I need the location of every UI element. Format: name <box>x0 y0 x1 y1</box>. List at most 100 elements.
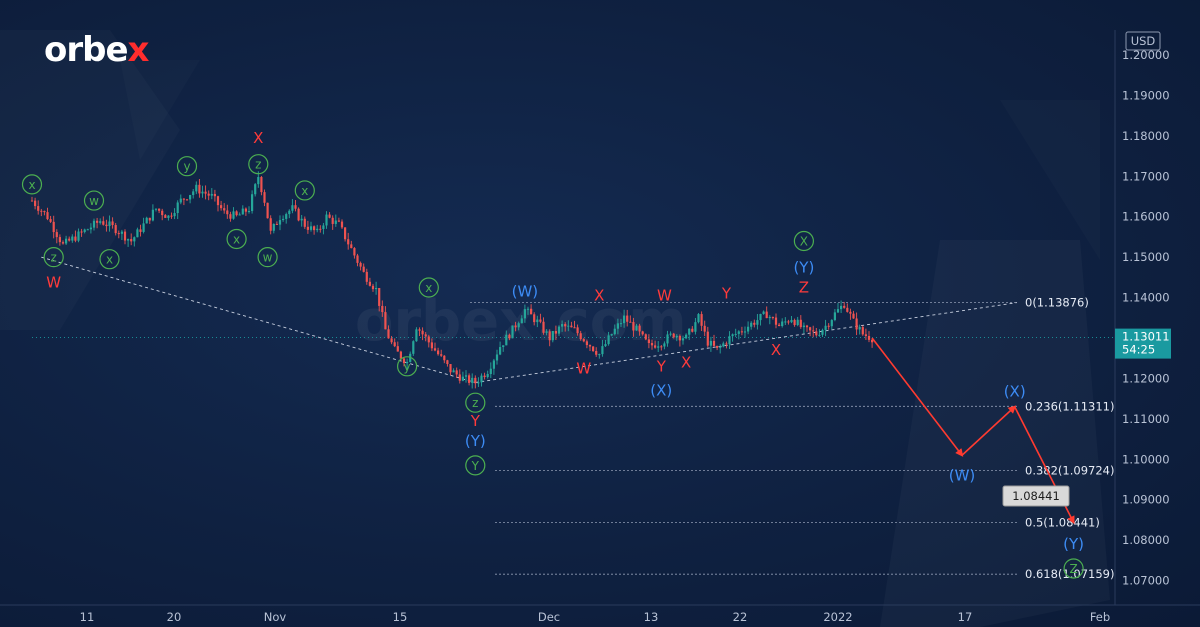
candle-body <box>712 340 716 346</box>
candle-body <box>545 331 548 333</box>
candle-body <box>737 331 740 334</box>
x-tick-label: 20 <box>167 610 182 624</box>
candle-body <box>818 334 821 336</box>
candle-body <box>610 334 613 336</box>
candle-body <box>52 221 55 233</box>
wave-label: y <box>404 360 411 374</box>
wave-label-circle <box>248 154 269 175</box>
candle-body <box>43 211 46 213</box>
candle-body <box>418 329 421 331</box>
candle-body <box>223 208 226 211</box>
candle-body <box>344 227 347 240</box>
candle-body <box>430 342 433 349</box>
candle-body <box>548 331 551 341</box>
candle-body <box>688 328 691 335</box>
candle-body <box>362 266 365 272</box>
bar-countdown: 54:25 <box>1122 343 1155 357</box>
candle-body <box>375 287 378 290</box>
x-tick-labels: 11 20 Nov 15 Dec 13 22 2022 17 Feb <box>80 610 1111 624</box>
candle-body <box>731 334 734 337</box>
fib-label: 0.236(1.11311) <box>1025 399 1114 413</box>
candle-body <box>102 221 105 225</box>
candle-body <box>551 330 554 341</box>
candle-body <box>573 327 576 329</box>
logo-main: orbe <box>44 30 129 70</box>
candle-body <box>771 317 774 319</box>
wave-label: X <box>681 353 691 371</box>
candle-body <box>644 334 647 340</box>
candle-body <box>526 308 530 310</box>
candle-body <box>805 325 809 328</box>
candle-body <box>347 239 350 245</box>
wave-label: Y <box>471 459 480 473</box>
candle-body <box>182 198 185 200</box>
y-tick-label: 1.14000 <box>1122 291 1170 305</box>
trendlines <box>41 256 1018 383</box>
candle-body <box>657 346 660 348</box>
candle-body <box>871 339 874 343</box>
wave-label: X <box>253 129 263 147</box>
candle-body <box>867 335 871 340</box>
candle-body <box>412 341 415 354</box>
x-tick-label: 22 <box>733 610 748 624</box>
candle-body <box>421 330 424 335</box>
last-price-value: 1.13011 <box>1122 330 1170 344</box>
candle-body <box>92 220 96 228</box>
candle-body <box>359 262 362 267</box>
wave-label-circle <box>793 230 815 252</box>
wave-label: (Y) <box>793 258 814 276</box>
candle-body <box>130 239 133 242</box>
candle-body <box>709 340 712 346</box>
candle-body <box>251 194 254 212</box>
candle-body <box>576 327 579 334</box>
candle-body <box>787 321 790 323</box>
candle-body <box>300 218 303 221</box>
wave-label-circle <box>465 455 486 476</box>
y-tick-label: 1.17000 <box>1122 169 1170 183</box>
x-tick-label: Dec <box>538 610 560 624</box>
fib-label: 0.5(1.08441) <box>1025 515 1100 529</box>
candle-body <box>316 228 319 231</box>
candle-body <box>864 334 867 336</box>
wave-label: (W) <box>949 467 976 485</box>
candle-body <box>663 343 666 347</box>
candle-body <box>319 228 322 230</box>
candle-body <box>282 218 285 221</box>
candle-body <box>58 237 61 243</box>
candle-body <box>598 354 601 356</box>
candles <box>30 171 874 389</box>
candle-body <box>561 324 564 327</box>
candle-body <box>697 314 700 323</box>
candle-body <box>288 210 291 215</box>
candle-body <box>353 248 356 256</box>
wave-label-circle <box>21 174 43 195</box>
candle-body <box>852 313 855 319</box>
y-tick-label: 1.19000 <box>1122 88 1170 102</box>
wave-label-circle <box>294 180 315 201</box>
wave-label: x <box>301 184 308 198</box>
y-tick-label: 1.20000 <box>1122 48 1170 62</box>
y-tick-label: 1.08000 <box>1122 533 1170 547</box>
currency-label: USD <box>1131 34 1156 48</box>
candle-body <box>136 229 139 238</box>
candle-body <box>309 226 313 230</box>
candle-body <box>619 323 623 325</box>
candle-body <box>743 331 747 333</box>
candle-body <box>554 330 557 334</box>
candle-body <box>368 281 371 286</box>
candle-body <box>836 309 840 313</box>
candle-body <box>455 370 458 375</box>
candle-body <box>424 334 427 337</box>
currency-box <box>1125 31 1161 51</box>
candle-body <box>297 208 300 221</box>
candle-body <box>449 364 452 373</box>
candle-body <box>461 376 464 381</box>
x-tick-label: 13 <box>644 610 659 624</box>
candle-body <box>71 236 74 241</box>
candle-body <box>728 336 731 345</box>
candle-body <box>179 198 182 203</box>
candle-body <box>647 339 650 344</box>
wave-label: y <box>183 160 190 174</box>
candle-body <box>55 232 58 238</box>
candle-body <box>675 335 678 338</box>
